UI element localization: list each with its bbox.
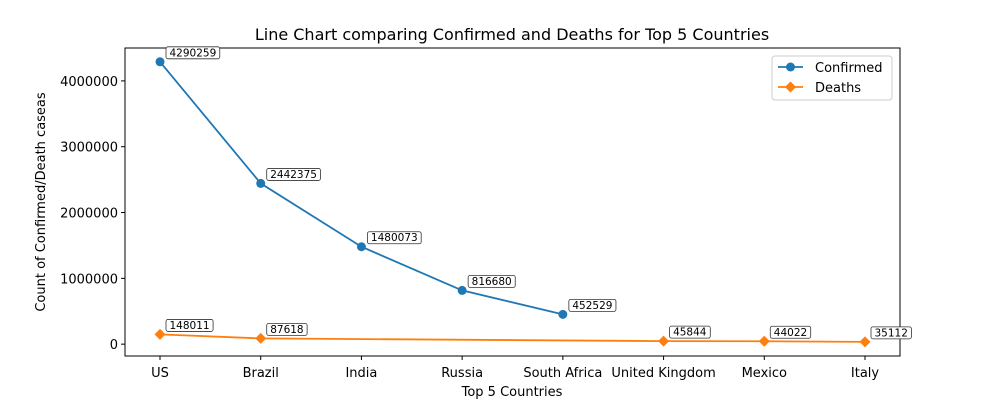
data-label-confirmed-south-africa: 452529	[568, 298, 617, 312]
legend-label-confirmed: Confirmed	[815, 61, 883, 76]
data-label-text: 148011	[170, 320, 210, 332]
y-axis-label: Count of Confirmed/Death caseas	[34, 92, 49, 312]
x-axis: US Brazil India Russia South Africa United Ki…	[151, 356, 879, 381]
data-point-confirmed-india	[356, 242, 366, 252]
y-tick-label-3000000: 3000000	[60, 141, 118, 156]
data-point-deaths-us	[154, 328, 166, 340]
series-deaths: 148011 87618 45844 44022 35112	[154, 319, 912, 348]
data-label-text: 87618	[270, 324, 303, 336]
data-label-confirmed-india: 1480073	[367, 231, 422, 244]
legend-marker-confirmed	[786, 62, 795, 72]
plot-area-frame	[124, 47, 901, 357]
data-label-text: 35112	[875, 327, 908, 339]
data-label-deaths-us: 148011	[165, 319, 214, 332]
y-tick-label-1000000: 1000000	[60, 272, 118, 287]
x-tick-label-india: India	[345, 366, 377, 381]
x-tick-label-south-africa: South Africa	[523, 366, 602, 381]
data-label-deaths-brazil: 87618	[266, 322, 308, 336]
data-label-confirmed-us: 4290259	[165, 46, 221, 59]
y-tick-label-2000000: 2000000	[60, 207, 118, 222]
data-label-text: 45844	[673, 327, 707, 339]
data-point-confirmed-south-africa	[558, 309, 568, 319]
data-label-deaths-italy: 35112	[870, 326, 912, 339]
data-point-deaths-mexico	[758, 335, 770, 347]
x-tick-label-mexico: Mexico	[742, 366, 787, 381]
data-label-deaths-united-kingdom: 45844	[669, 325, 711, 339]
x-tick-label-brazil: Brazil	[243, 366, 279, 381]
legend: Confirmed Deaths	[771, 55, 893, 101]
data-point-deaths-italy	[859, 336, 871, 348]
chart-title: Line Chart comparing Confirmed and Death…	[255, 25, 769, 44]
x-tick-label-italy: Italy	[851, 366, 880, 381]
y-tick-label-4000000: 4000000	[60, 75, 118, 90]
data-label-text: 2442375	[270, 169, 317, 181]
data-label-text: 4290259	[170, 47, 217, 59]
legend-marker-deaths	[785, 81, 796, 93]
legend-entry-confirmed: Confirmed	[778, 61, 883, 76]
data-label-text: 452529	[572, 300, 612, 312]
data-point-confirmed-us	[155, 57, 165, 67]
data-point-confirmed-russia	[457, 285, 467, 295]
data-point-confirmed-brazil	[256, 178, 266, 188]
y-axis: 0 1000000 2000000 3000000 4000000	[60, 75, 125, 353]
x-axis-label: Top 5 Countries	[461, 385, 563, 400]
data-label-text: 816680	[472, 276, 512, 288]
data-label-confirmed-brazil: 2442375	[266, 168, 321, 181]
data-label-deaths-mexico: 44022	[769, 325, 812, 339]
series-layer: 4290259 2442375 1480073 816680 452529 148011 8…	[154, 46, 912, 348]
x-tick-label-us: US	[151, 366, 169, 381]
series-confirmed: 4290259 2442375 1480073 816680 452529	[155, 46, 617, 319]
x-tick-label-russia: Russia	[441, 366, 483, 381]
data-label-text: 1480073	[371, 232, 418, 244]
x-tick-label-united-kingdom: United Kingdom	[611, 366, 715, 381]
y-tick-label-0: 0	[110, 338, 118, 353]
data-label-text: 44022	[774, 327, 807, 339]
data-point-deaths-united-kingdom	[658, 335, 670, 347]
data-point-deaths-brazil	[255, 332, 267, 344]
data-label-confirmed-russia: 816680	[467, 275, 516, 288]
legend-label-deaths: Deaths	[815, 81, 861, 96]
legend-entry-deaths: Deaths	[778, 81, 861, 96]
